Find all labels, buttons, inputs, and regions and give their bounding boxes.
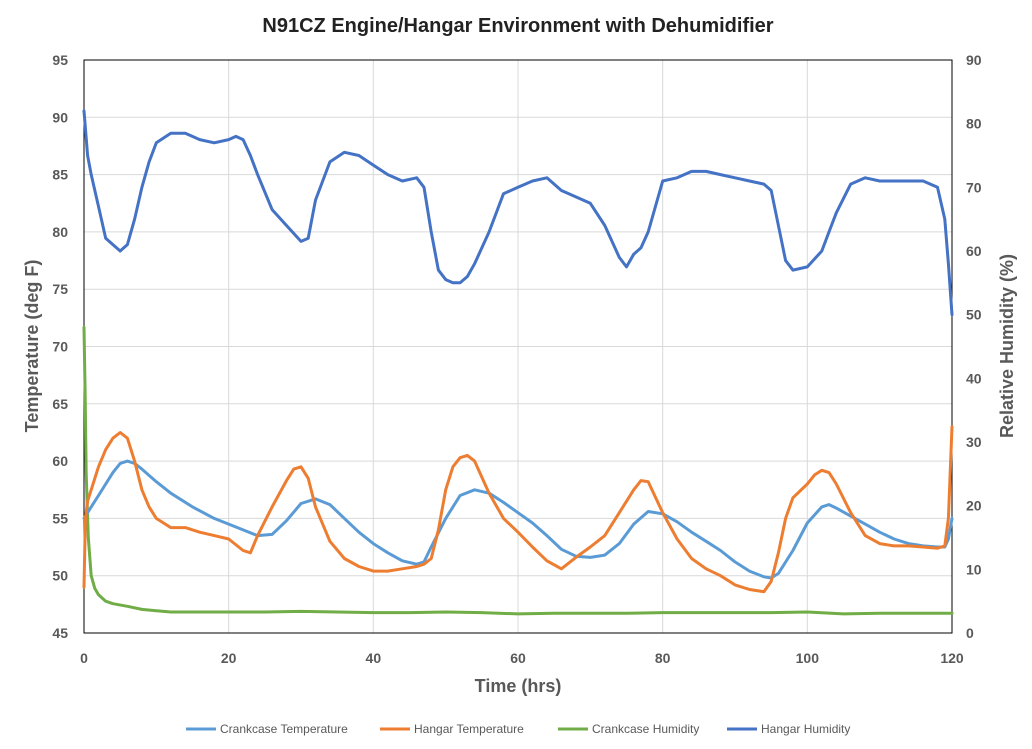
legend-label-hangar-humidity: Hangar Humidity: [761, 722, 850, 736]
series-line-crankcase-temperature: [82, 459, 954, 580]
y2-tick-label: 50: [966, 307, 982, 323]
y-tick-label: 80: [52, 224, 68, 240]
y-tick-label: 75: [52, 281, 68, 297]
x-tick-label: 120: [940, 650, 964, 666]
y-tick-label: 55: [52, 510, 68, 526]
y-axis-title: Temperature (deg F): [22, 260, 42, 433]
y2-tick-label: 20: [966, 498, 982, 514]
chart-title: N91CZ Engine/Hangar Environment with Deh…: [262, 15, 773, 37]
x-tick-label: 60: [510, 650, 526, 666]
x-tick-label: 20: [221, 650, 237, 666]
x-tick-label: 40: [366, 650, 382, 666]
x-tick-label: 80: [655, 650, 671, 666]
y-tick-label: 85: [52, 167, 68, 183]
y-tick-label: 45: [52, 625, 68, 641]
y2-axis-title: Relative Humidity (%): [997, 254, 1017, 438]
y2-tick-label: 0: [966, 625, 974, 641]
legend: Crankcase Temperature Hangar Temperature C…: [186, 722, 850, 736]
x-tick-label: 100: [796, 650, 820, 666]
y-tick-label: 65: [52, 396, 68, 412]
left-axis-ticks: 45 50 55 60 65 70 75 80 85 90 95: [52, 52, 68, 641]
y-tick-label: 70: [52, 339, 68, 355]
y2-tick-label: 40: [966, 370, 982, 386]
series-line-hangar-humidity: [82, 109, 954, 317]
series-line-hangar-temperature: [82, 425, 954, 594]
right-axis-ticks: 0 10 20 30 40 50 60 70 80 90: [966, 52, 982, 641]
x-axis-ticks: 0 20 40 60 80 100 120: [80, 650, 964, 666]
y-tick-label: 60: [52, 453, 68, 469]
x-tick-label: 0: [80, 650, 88, 666]
grid-lines: [84, 60, 952, 633]
legend-label-hangar-temperature: Hangar Temperature: [414, 722, 524, 736]
legend-label-crankcase-temperature: Crankcase Temperature: [220, 722, 348, 736]
y2-tick-label: 90: [966, 52, 982, 68]
y2-tick-label: 70: [966, 179, 982, 195]
y2-tick-label: 30: [966, 434, 982, 450]
y-tick-label: 95: [52, 52, 68, 68]
series-group: [82, 109, 954, 616]
series-line-crankcase-humidity: [82, 325, 954, 616]
y-tick-label: 50: [52, 568, 68, 584]
y2-tick-label: 80: [966, 116, 982, 132]
x-axis-title: Time (hrs): [475, 676, 562, 696]
y2-tick-label: 10: [966, 561, 982, 577]
legend-label-crankcase-humidity: Crankcase Humidity: [592, 722, 699, 736]
y2-tick-label: 60: [966, 243, 982, 259]
y-tick-label: 90: [52, 109, 68, 125]
